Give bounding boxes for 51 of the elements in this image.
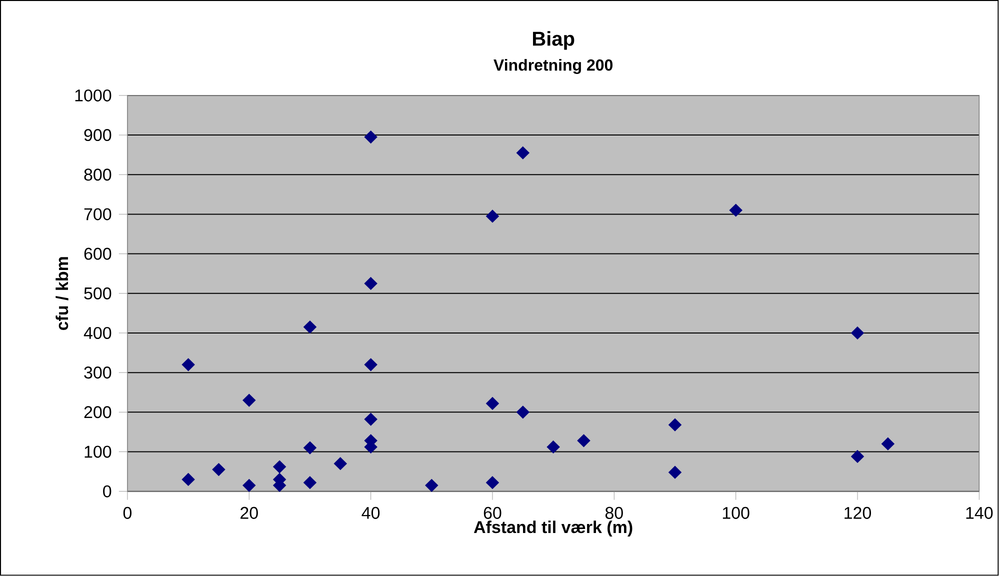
- y-tick-label: 700: [84, 208, 112, 220]
- point: [577, 434, 590, 448]
- point: [303, 476, 316, 490]
- chart-title: Biap: [533, 31, 574, 50]
- chart-subtitle: Vindretning 200: [494, 59, 613, 74]
- point: [303, 441, 316, 454]
- point: [364, 130, 378, 144]
- y-tick-label: 600: [84, 248, 112, 260]
- point: [851, 326, 864, 340]
- point: [273, 460, 286, 474]
- point: [303, 320, 316, 334]
- point: [546, 440, 560, 454]
- point: [516, 406, 530, 419]
- x-tick-label: 120: [844, 507, 872, 520]
- x-tick-label: 0: [123, 507, 132, 520]
- point: [364, 412, 378, 426]
- point: [364, 277, 378, 290]
- y-tick-label: 100: [84, 446, 112, 458]
- point: [516, 146, 530, 160]
- x-tick-label: 40: [362, 507, 380, 520]
- x-tick-label: 20: [240, 507, 258, 520]
- x-tick-label: 80: [605, 507, 623, 520]
- point: [182, 473, 195, 486]
- point: [729, 204, 742, 217]
- y-tick-label: 500: [84, 287, 112, 300]
- point: [334, 457, 347, 470]
- y-tick-label: 300: [84, 366, 112, 379]
- point: [364, 358, 378, 372]
- point: [242, 479, 256, 492]
- point: [486, 210, 499, 223]
- y-tick-label: 400: [84, 327, 112, 340]
- x-axis-title: Afstand til værk (m): [474, 520, 632, 537]
- point: [425, 479, 438, 492]
- point: [486, 476, 499, 490]
- x-tick-label: 140: [966, 507, 993, 520]
- point: [486, 397, 499, 410]
- y-axis-title: cfu / kbm: [56, 257, 68, 330]
- point: [851, 450, 864, 463]
- point: [242, 394, 256, 407]
- point: [881, 438, 894, 450]
- y-tick-label: 800: [84, 168, 112, 181]
- y-tick-label: 900: [84, 129, 112, 142]
- point: [668, 418, 682, 432]
- y-tick-label: 200: [84, 406, 112, 418]
- y-tick-label: 0: [103, 485, 112, 498]
- y-tick-label: 1000: [75, 90, 112, 102]
- point: [668, 466, 682, 479]
- point: [182, 358, 195, 372]
- x-tick-label: 60: [484, 507, 502, 520]
- x-tick-label: 100: [722, 507, 750, 520]
- point: [212, 463, 226, 476]
